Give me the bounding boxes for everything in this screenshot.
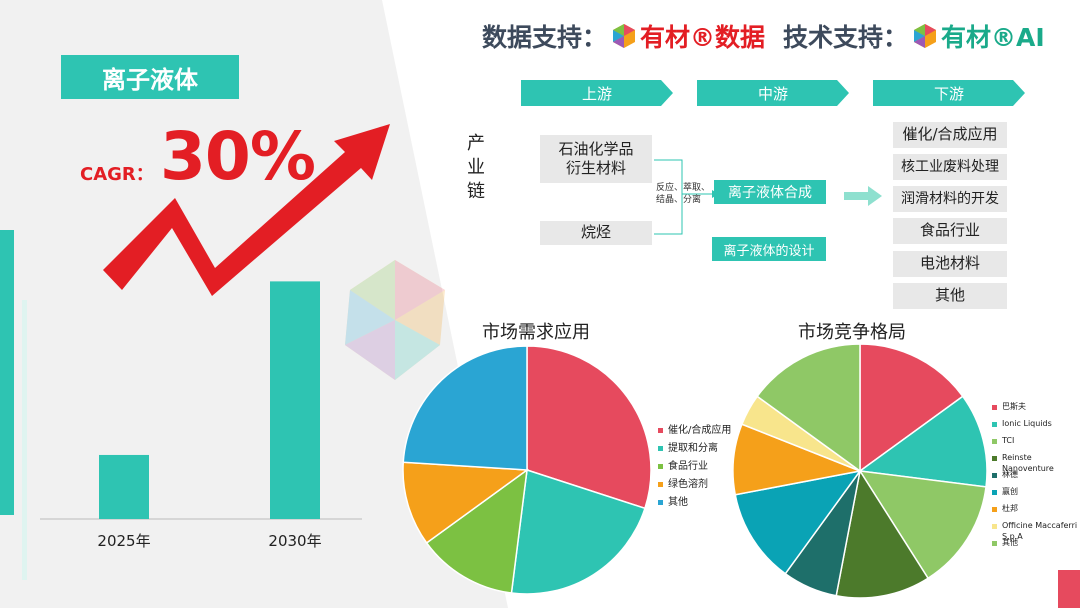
cagr-label: CAGR： [80, 164, 154, 185]
legend-label: 赢创 [1002, 487, 1018, 496]
competition-pie-title: 市场竞争格局 [798, 322, 906, 343]
bar-2025年 [99, 454, 149, 519]
pie-slice-0 [859, 343, 964, 473]
page-header: 数据支持： 有材®数据 技术支持： 有材®AI [482, 18, 1045, 54]
legend-item: 其他 [992, 537, 1018, 548]
legend-label: Reinste Nanoventure [1002, 453, 1054, 473]
legend-swatch [992, 490, 997, 495]
tech-support-label: 技术支持： [783, 23, 909, 52]
upstream-item-alkane: 烷烃 [540, 221, 652, 245]
cagr-value: 30% [160, 118, 316, 195]
legend-label: Ionic Liquids [1002, 419, 1052, 428]
bar-2030年 [270, 281, 320, 519]
process-note: 反应、萃取、结晶、分离 [656, 183, 711, 205]
demand-pie-chart [402, 345, 652, 595]
legend-label: 杜邦 [1002, 504, 1018, 513]
legend-item: 林德 [992, 469, 1018, 480]
legend-swatch [658, 482, 663, 487]
legend-swatch [992, 524, 997, 529]
legend-swatch [992, 473, 997, 478]
legend-item: 绿色溶剂 [658, 478, 708, 492]
downstream-item-2: 核工业废料处理 [893, 154, 1007, 180]
legend-swatch [992, 541, 997, 546]
bar-tick-label-2030: 2030年 [268, 532, 322, 550]
legend-swatch [658, 464, 663, 469]
legend-item: Ionic Liquids [992, 418, 1052, 429]
legend-swatch [658, 500, 663, 505]
bar-tick-label-2025: 2025年 [97, 532, 151, 550]
watermark-logo [345, 260, 445, 380]
pie-slice-2 [425, 468, 528, 594]
midstream-tag: 中游 [697, 80, 849, 106]
supply-chain-label: 产业链 [467, 133, 485, 202]
growth-arrow-icon [103, 124, 390, 296]
legend-swatch [992, 456, 997, 461]
legend-label: 食品行业 [668, 461, 708, 472]
downstream-tag: 下游 [873, 80, 1025, 106]
upstream-item-petrochemical: 石油化学品 衍生材料 [540, 135, 652, 183]
downstream-item-3: 润滑材料的开发 [893, 186, 1007, 212]
page-title: 离子液体 [61, 55, 239, 99]
upstream-tag: 上游 [521, 80, 673, 106]
legend-item: 赢创 [992, 486, 1018, 497]
pie-slice-1 [858, 395, 988, 488]
pie-slice-3 [402, 461, 530, 544]
data-brand: 有材®数据 [640, 23, 766, 52]
midstream-item-synthesis: 离子液体合成 [714, 180, 826, 204]
brand-logo-icon [613, 24, 636, 48]
legend-item: 杜邦 [992, 503, 1018, 514]
legend-item: 食品行业 [658, 460, 708, 474]
pie-slice-4 [402, 345, 528, 471]
legend-swatch [658, 428, 663, 433]
legend-item: Officine Maccaferri S.p.A [992, 520, 1080, 542]
legend-label: 提取和分离 [668, 443, 718, 454]
competition-pie-chart [732, 343, 988, 599]
legend-label: 催化/合成应用 [668, 425, 732, 436]
legend-label: Officine Maccaferri S.p.A [1002, 521, 1078, 541]
legend-item: 其他 [658, 496, 688, 510]
legend-swatch [992, 405, 997, 410]
downstream-item-5: 电池材料 [893, 251, 1007, 277]
legend-swatch [992, 507, 997, 512]
market-size-bar-chart [99, 281, 320, 519]
legend-label: 林德 [1002, 470, 1018, 479]
brand-logo-icon [914, 24, 937, 48]
legend-item: 巴斯夫 [992, 401, 1026, 412]
demand-pie-legend: 催化/合成应用 提取和分离食品行业绿色溶剂其他 [658, 424, 748, 514]
tech-brand: 有材®AI [941, 23, 1045, 52]
legend-swatch [992, 439, 997, 444]
pie-slice-1 [510, 469, 646, 595]
legend-item: 催化/合成应用 [658, 424, 731, 438]
competition-pie-legend: 巴斯夫 Ionic Liquids TCI Reinste Nanoventure 林德… [992, 401, 1080, 561]
pie-slice-5 [734, 469, 862, 575]
downstream-item-6: 其他 [893, 283, 1007, 309]
pie-slice-8 [756, 343, 861, 473]
legend-label: 其他 [668, 497, 688, 508]
legend-item: 提取和分离 [658, 442, 718, 456]
legend-label: 绿色溶剂 [668, 479, 708, 490]
pie-slice-3 [835, 468, 930, 599]
flow-arrow-icon [844, 186, 882, 206]
legend-item: Reinste Nanoventure [992, 452, 1080, 474]
legend-label: TCI [1002, 436, 1015, 445]
legend-label: 巴斯夫 [1002, 402, 1026, 411]
legend-swatch [658, 446, 663, 451]
downstream-item-4: 食品行业 [893, 218, 1007, 244]
legend-swatch [992, 422, 997, 427]
legend-item: TCI [992, 435, 1014, 446]
midstream-item-design: 离子液体的设计 [712, 237, 826, 261]
data-support-label: 数据支持： [482, 23, 608, 52]
demand-pie-title: 市场需求应用 [482, 322, 590, 343]
pie-slice-2 [858, 470, 987, 580]
pie-slice-0 [526, 345, 652, 510]
downstream-item-1: 催化/合成应用 [893, 122, 1007, 148]
legend-label: 其他 [1002, 538, 1018, 547]
